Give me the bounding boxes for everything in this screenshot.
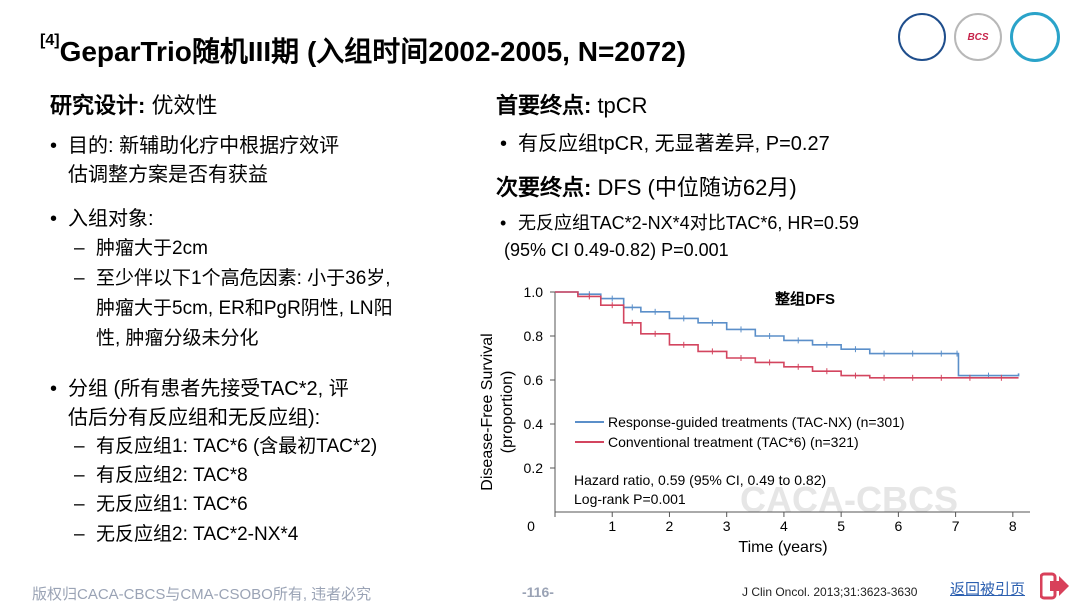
citation: J Clin Oncol. 2013;31:3623-3630 — [742, 585, 918, 599]
sub-item: – 无反应组1: TAC*6 — [74, 494, 248, 515]
y-axis-label: Disease-Free Survival — [479, 333, 496, 490]
y-tick-label: 0.8 — [524, 328, 544, 344]
x-tick-label: 5 — [837, 518, 845, 534]
chart-watermark: CACA-CBCS — [740, 479, 958, 520]
x-tick-label: 2 — [666, 518, 674, 534]
design-heading: 研究设计: 优效性 — [50, 93, 218, 118]
chart-legend: Response-guided treatments (TAC-NX) (n=3… — [575, 414, 905, 450]
sub-item: – 无反应组2: TAC*2-NX*4 — [74, 524, 299, 545]
x-tick-label: 7 — [952, 518, 960, 534]
bullet-eligibility: • 入组对象: — [50, 205, 154, 234]
secondary-endpoint-heading: 次要终点: DFS (中位随访62月) — [496, 175, 797, 200]
bullet-secondary-result: • 无反应组TAC*2-NX*4对比TAC*6, HR=0.59 (95% CI… — [500, 210, 859, 264]
bullet-dot: • — [500, 213, 507, 233]
hazard-ratio-annotation: Hazard ratio, 0.59 (95% CI, 0.49 to 0.82… — [574, 472, 826, 488]
bullet-primary-result: • 有反应组tpCR, 无显著差异, P=0.27 — [500, 130, 830, 159]
bullet-grouping: • 分组 (所有患者先接受TAC*2, 评 估后分有反应组和无反应组): — [50, 375, 349, 433]
exit-arrow-icon[interactable] — [1039, 572, 1070, 605]
sub-item: – 有反应组1: TAC*6 (含最初TAC*2) — [74, 436, 378, 457]
sub-item: – 有反应组2: TAC*8 — [74, 465, 248, 486]
series-line-response-guided — [555, 291, 1020, 377]
y-tick-label: 0.4 — [524, 416, 544, 432]
bcs-logo: BCS — [954, 13, 1002, 61]
x-tick-label: 3 — [723, 518, 731, 534]
y-tick-label: 0.6 — [524, 372, 544, 388]
bullet-dot: • — [50, 208, 58, 230]
back-to-citing-page-link[interactable]: 返回被引页 — [950, 581, 1026, 598]
y-tick-label: 1.0 — [524, 284, 544, 300]
page-number: -116- — [522, 584, 554, 600]
chart-title: 整组DFS — [775, 290, 835, 308]
bullet-dot: • — [50, 378, 58, 400]
slide-title: [4]GeparTrio随机III期 (入组时间2002-2005, N=207… — [40, 30, 686, 70]
chart-ticks: 0 1 2 3 4 5 6 7 8 0.2 0.4 0.6 0.8 1.0 — [524, 284, 1017, 534]
y-axis-label-units: (proportion) — [499, 371, 516, 454]
title-reference-mark: [4] — [40, 32, 60, 49]
organization-logo — [1010, 12, 1060, 62]
x-tick-label: 0 — [527, 518, 535, 534]
x-tick-label: 8 — [1009, 518, 1017, 534]
sub-item: – 至少伴以下1个高危因素: 小于36岁, 肿瘤大于5cm, ER和PgR阴性,… — [74, 268, 393, 349]
x-axis-label: Time (years) — [738, 539, 827, 556]
x-tick-label: 6 — [894, 518, 902, 534]
association-seal-logo — [898, 13, 946, 61]
bullet-dot: • — [50, 135, 58, 157]
sub-item: – 肿瘤大于2cm — [74, 238, 208, 259]
logo-group: BCS — [898, 12, 1060, 62]
x-tick-label: 4 — [780, 518, 788, 534]
dfs-km-chart: CACA-CBCS 0 1 2 3 4 5 6 7 8 0.2 0.4 0.6 0.8 1.0 整组DFS… — [479, 284, 1030, 556]
y-tick-label: 0.2 — [524, 460, 544, 476]
x-tick-label: 1 — [608, 518, 616, 534]
chart-axes — [554, 292, 1030, 513]
legend-label-conventional: Conventional treatment (TAC*6) (n=321) — [608, 434, 859, 450]
primary-endpoint-heading: 首要终点: tpCR — [496, 93, 648, 118]
bullet-purpose: • 目的: 新辅助化疗中根据疗效评 估调整方案是否有获益 — [50, 132, 339, 190]
logrank-annotation: Log-rank P=0.001 — [574, 491, 686, 507]
copyright-notice: 版权归CACA-CBCS与CMA-CSOBO所有, 违者必究 — [32, 586, 372, 603]
chart-series — [555, 291, 1020, 381]
bullet-dot: • — [500, 133, 508, 155]
legend-label-response-guided: Response-guided treatments (TAC-NX) (n=3… — [608, 414, 905, 430]
title-text: GeparTrio随机III期 (入组时间2002-2005, N=2072) — [59, 36, 686, 67]
